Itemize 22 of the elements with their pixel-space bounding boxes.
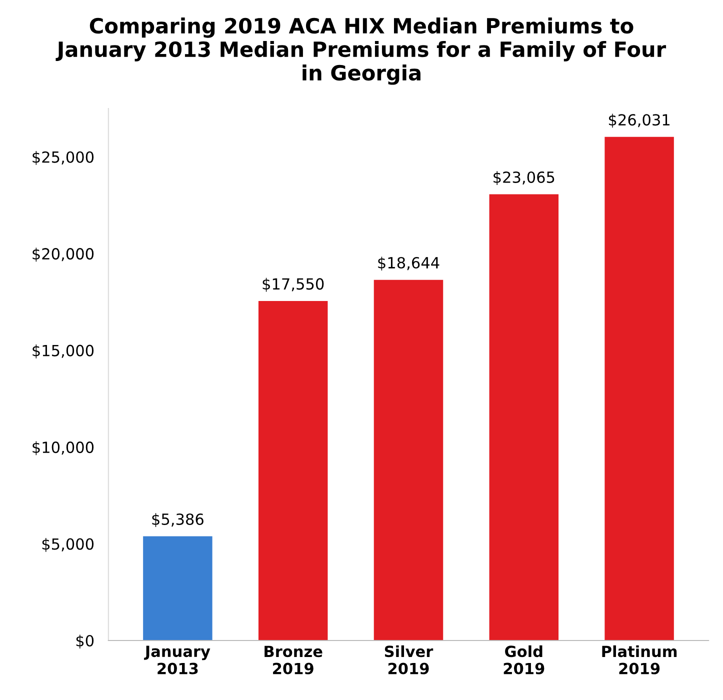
- data-label: $5,386: [152, 513, 204, 528]
- x-tick-label: Silver 2019: [384, 645, 434, 674]
- data-label: $23,065: [494, 171, 554, 186]
- y-tick-label: $0: [76, 634, 94, 649]
- data-label: $17,550: [262, 278, 324, 292]
- y-tick-label: $20,000: [32, 248, 94, 262]
- y-tick-label: $25,000: [32, 151, 94, 165]
- x-tick-label: Platinum 2019: [602, 645, 677, 674]
- y-tick-label: $15,000: [32, 344, 94, 358]
- bar: [258, 300, 328, 640]
- x-tick-label: January 2013: [144, 646, 210, 674]
- bar: [143, 536, 212, 640]
- bar: [374, 280, 444, 640]
- y-tick-label: $10,000: [32, 441, 94, 456]
- data-label: $26,031: [608, 114, 670, 128]
- data-label: $18,644: [378, 256, 440, 271]
- bar: [604, 136, 674, 640]
- bar: [489, 194, 559, 640]
- x-tick-label: Bronze 2019: [264, 646, 322, 674]
- chart-title: Comparing 2019 ACA HIX Median Premiums to January 2013 Median Premiums for a Family of Four in Georgia: [56, 18, 666, 85]
- x-tick-label: Gold 2019: [504, 645, 544, 674]
- y-tick-label: $5,000: [42, 538, 94, 552]
